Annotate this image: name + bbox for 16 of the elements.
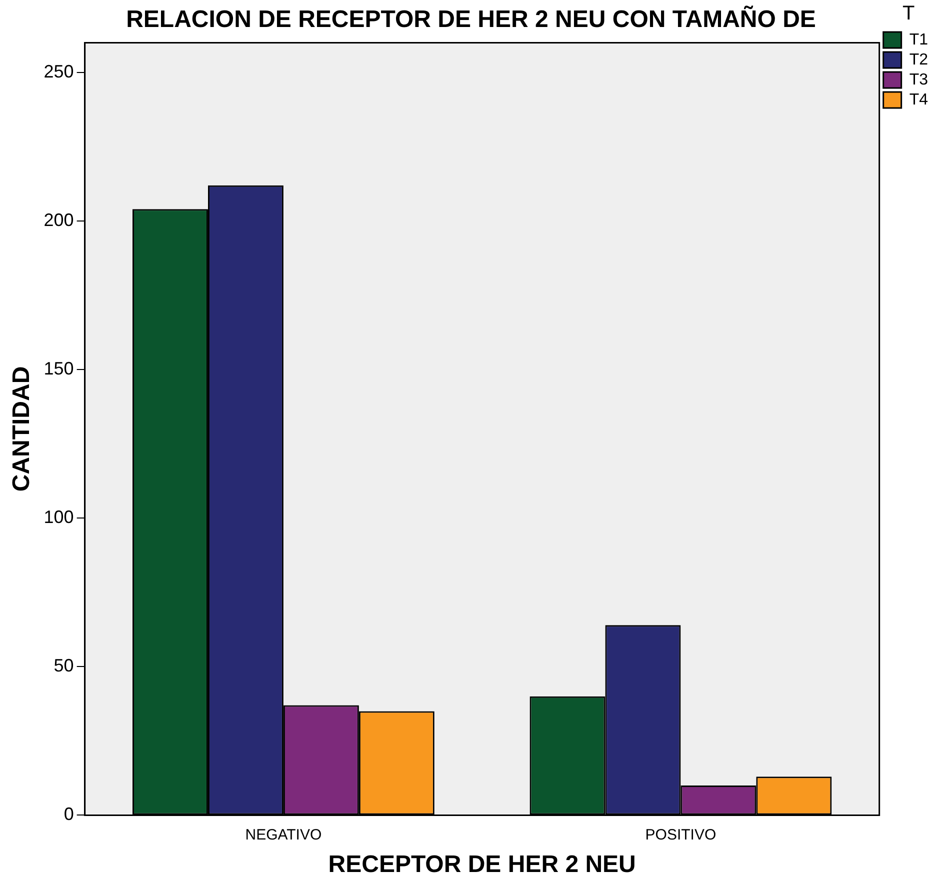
x-tick-label: NEGATIVO: [245, 826, 322, 844]
x-axis-title: RECEPTOR DE HER 2 NEU: [328, 851, 636, 878]
legend-label: T2: [909, 51, 928, 68]
chart-title: RELACION DE RECEPTOR DE HER 2 NEU CON TAMAÑO DE: [126, 5, 816, 34]
y-tick-label: 200: [44, 210, 74, 230]
y-tick-label: 100: [44, 507, 74, 528]
y-tick-label: 50: [54, 656, 74, 676]
y-axis-title: CANTIDAD: [8, 366, 36, 492]
legend-label: T3: [909, 71, 928, 88]
y-tick-label: 0: [64, 804, 74, 824]
x-tick-label: POSITIVO: [645, 826, 716, 844]
legend-title: T: [902, 2, 915, 25]
y-tick-label: 250: [44, 61, 74, 82]
y-tick-label: 150: [44, 358, 74, 379]
legend-label: T4: [909, 91, 928, 108]
legend-label: T1: [909, 31, 928, 48]
